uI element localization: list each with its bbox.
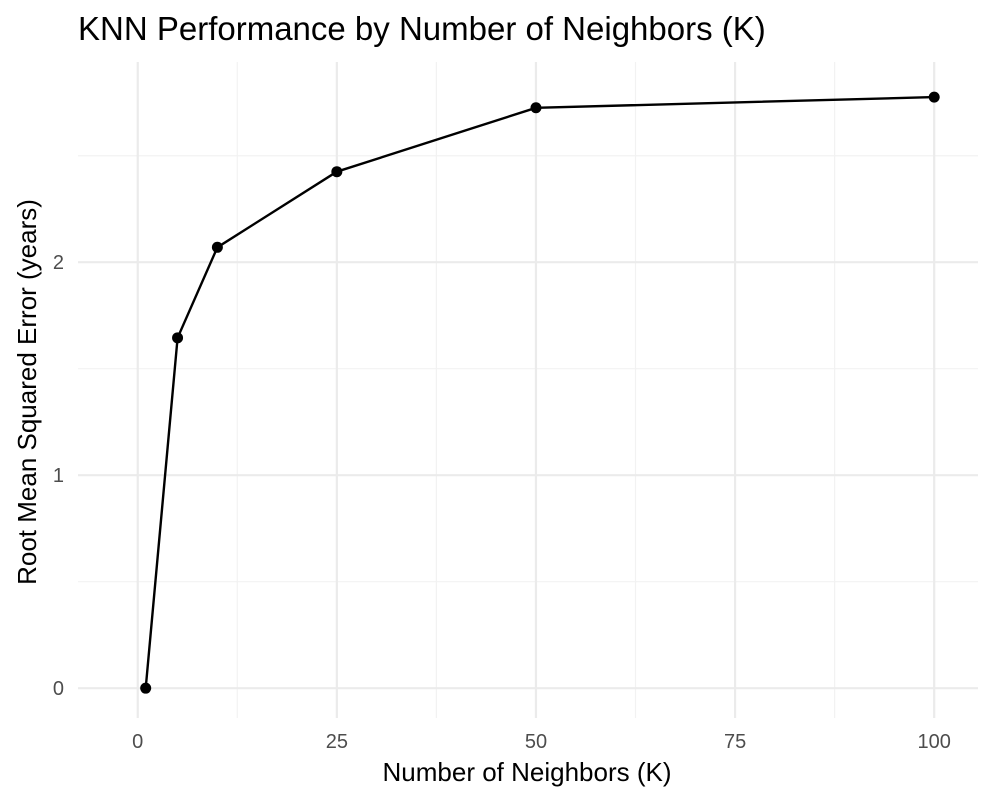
data-point: [140, 682, 152, 694]
data-point: [331, 166, 343, 178]
chart-title: KNN Performance by Number of Neighbors (…: [78, 10, 766, 47]
x-tick-label: 0: [132, 731, 143, 753]
grid-minor-lines: [78, 62, 978, 718]
x-axis-title: Number of Neighbors (K): [383, 757, 672, 787]
grid-major-lines: [78, 62, 978, 718]
y-axis-title: Root Mean Squared Error (years): [12, 199, 42, 585]
x-tick-label: 25: [326, 731, 348, 753]
data-point: [928, 91, 940, 103]
plot-series: [140, 91, 940, 694]
y-tick-label: 2: [53, 252, 64, 274]
data-point: [530, 102, 542, 114]
x-tick-label: 75: [724, 731, 746, 753]
y-tick-labels: 0 1 2: [53, 252, 64, 700]
x-tick-label: 50: [525, 731, 547, 753]
series-line: [144, 95, 935, 689]
y-tick-label: 1: [53, 465, 64, 487]
data-point: [211, 241, 223, 253]
x-tick-label: 100: [918, 731, 951, 753]
x-tick-labels: 0 25 50 75 100: [132, 731, 951, 753]
y-tick-label: 0: [53, 678, 64, 700]
data-point: [172, 332, 184, 344]
